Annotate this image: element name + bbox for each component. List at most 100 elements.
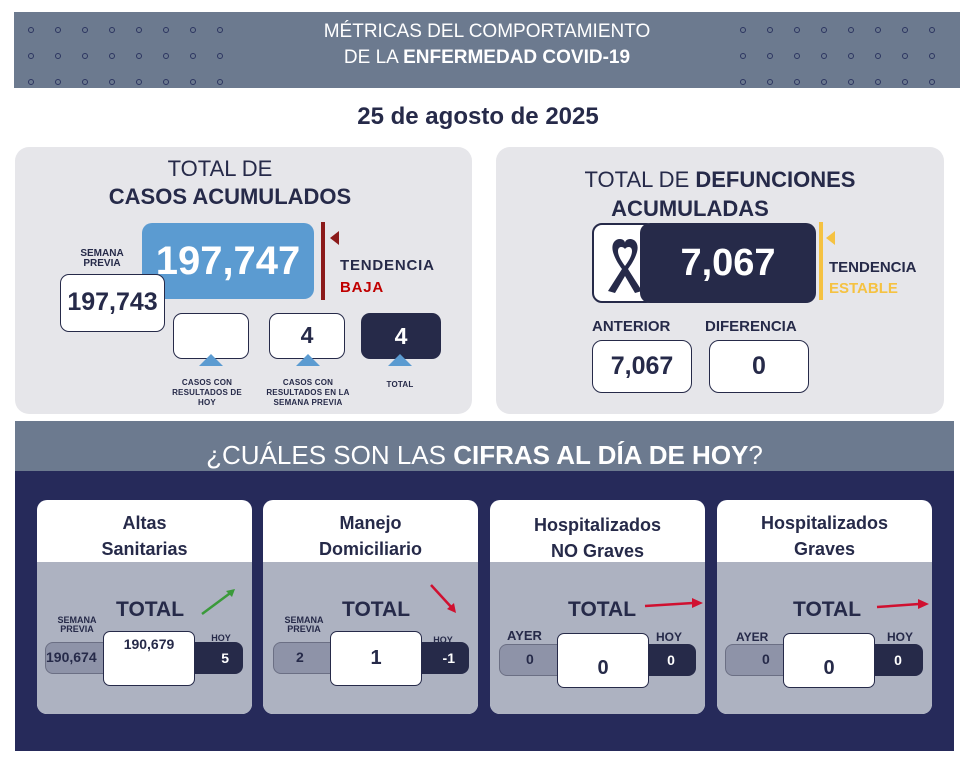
defunciones-title-line-2: ACUMULADAS [611, 196, 769, 221]
dot-icon [55, 53, 61, 59]
cifras-title: ¿CUÁLES SON LAS CIFRAS AL DÍA DE HOY? [15, 440, 954, 470]
card-right-value: -1 [413, 642, 469, 674]
dot-icon [929, 27, 935, 33]
dot-icon [163, 53, 169, 59]
card-title-line-2: Domiciliario [318, 539, 423, 559]
diferencia-value: 0 [709, 340, 809, 393]
card-left-label: AYER [507, 628, 542, 643]
dot-icon [136, 27, 142, 33]
casos-today-box [173, 313, 249, 359]
dot-icon [929, 79, 935, 85]
dot-icon [740, 27, 746, 33]
card-total-label: TOTAL [568, 598, 637, 621]
dot-icon [28, 27, 34, 33]
casos-prev-value: 197,743 [60, 274, 165, 332]
dot-icon [217, 27, 223, 33]
trend-down-arrow-icon [430, 584, 456, 613]
dot-icon [875, 79, 881, 85]
card-title-line-1: Hospitalizados [533, 515, 662, 535]
dot-icon [136, 79, 142, 85]
header-line-2-bold: ENFERMEDAD COVID-19 [403, 47, 631, 68]
card-title-line-2: Sanitarias [101, 539, 188, 559]
dot-icon [821, 79, 827, 85]
dot-icon [82, 27, 88, 33]
dot-icon [821, 27, 827, 33]
dot-icon [217, 79, 223, 85]
trend-flat-arrow-icon [644, 598, 703, 608]
trend-up-arrow-icon [201, 589, 235, 616]
dot-icon [794, 27, 800, 33]
card-title: Altas Sanitarias [37, 510, 252, 562]
defunciones-title-bold-1: DEFUNCIONES [695, 167, 856, 192]
card-right-value: 5 [187, 642, 243, 674]
dot-icon [794, 53, 800, 59]
dot-icon [767, 27, 773, 33]
casos-title-line-1: TOTAL DE [167, 156, 273, 181]
dot-icon [848, 27, 854, 33]
dot-icon [55, 79, 61, 85]
defunciones-trend-value: ESTABLE [829, 280, 898, 297]
defunciones-trend-bar [819, 222, 823, 300]
card-manejo-domiciliario: Manejo Domiciliario TOTAL SEMANA PREVIA 2… [263, 500, 478, 714]
dot-icon [190, 27, 196, 33]
card-left-label: AYER [736, 630, 769, 644]
dot-pattern-right [732, 20, 948, 98]
dot-icon [190, 53, 196, 59]
report-date: 25 de agosto de 2025 [357, 103, 599, 130]
header-line-2: DE LA ENFERMEDAD COVID-19 [14, 45, 960, 71]
dot-icon [794, 79, 800, 85]
casos-total-box: 4 [361, 313, 441, 359]
dot-icon [136, 53, 142, 59]
defunciones-trend-label: TENDENCIA [829, 259, 917, 276]
dot-icon [848, 53, 854, 59]
casos-today-label: CASOS CON RESULTADOS DE HOY [172, 378, 242, 407]
dot-icon [875, 27, 881, 33]
dot-icon [109, 27, 115, 33]
casos-trend-bar [321, 222, 325, 300]
dot-icon [163, 79, 169, 85]
card-title: Hospitalizados NO Graves [490, 512, 705, 564]
casos-total-label: TOTAL [386, 380, 414, 389]
dot-icon [902, 53, 908, 59]
card-altas-sanitarias: Altas Sanitarias TOTAL SEMANA PREVIA 190,… [37, 500, 252, 714]
card-title-line-2: Graves [793, 539, 856, 559]
casos-week-box: 4 [269, 313, 345, 359]
card-total-label: TOTAL [116, 598, 185, 621]
dot-icon [217, 53, 223, 59]
card-title: Manejo Domiciliario [263, 510, 478, 562]
dot-icon [740, 79, 746, 85]
dot-icon [767, 53, 773, 59]
dot-pattern-left [20, 20, 236, 98]
dot-icon [821, 53, 827, 59]
dot-icon [929, 53, 935, 59]
card-title: Hospitalizados Graves [717, 510, 932, 562]
dot-icon [875, 53, 881, 59]
defunciones-title-line-1: TOTAL DE DEFUNCIONES [540, 167, 900, 193]
card-right-label: HOY [887, 630, 914, 644]
dot-icon [190, 79, 196, 85]
defunciones-title-prefix: TOTAL DE [584, 167, 696, 192]
dot-icon [740, 53, 746, 59]
dot-icon [28, 53, 34, 59]
card-title-line-1: Manejo [339, 513, 402, 533]
header-title: MÉTRICAS DEL COMPORTAMIENTO DE LA ENFERM… [14, 19, 960, 71]
casos-prev-label: SEMANA PREVIA [80, 248, 124, 269]
dot-icon [82, 79, 88, 85]
card-title-line-1: Hospitalizados [760, 513, 889, 533]
card-total-label: TOTAL [793, 598, 862, 621]
casos-trend-value: BAJA [340, 279, 385, 296]
trend-flat-arrow-icon [876, 599, 929, 609]
card-title-line-1: Altas [122, 513, 167, 533]
casos-title-line-2: CASOS ACUMULADOS [108, 184, 352, 209]
card-hospitalizados-graves: Hospitalizados Graves TOTAL AYER 0 HOY 0 … [717, 500, 932, 714]
casos-today-pointer [199, 354, 223, 366]
cifras-title-bold: CIFRAS AL DÍA DE HOY [453, 440, 749, 470]
card-right-value: 0 [873, 644, 923, 676]
card-center-value: 0 [783, 633, 875, 688]
card-center-value: 1 [330, 631, 422, 686]
dot-icon [28, 79, 34, 85]
card-hospitalizados-no-graves: Hospitalizados NO Graves TOTAL AYER 0 HOY… [490, 500, 705, 714]
dot-icon [82, 53, 88, 59]
card-center-value: 190,679 [103, 631, 195, 686]
casos-total-value: 197,747 [142, 223, 314, 299]
